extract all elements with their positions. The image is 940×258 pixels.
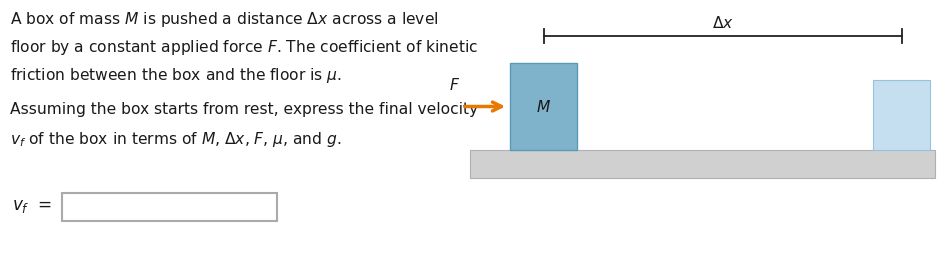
Bar (62, 193, 277, 221)
Text: $v_f$  =: $v_f$ = (12, 197, 52, 215)
Text: floor by a constant applied force $F$. The coefficient of kinetic: floor by a constant applied force $F$. T… (10, 38, 478, 57)
Text: $v_f$ of the box in terms of $M$, $\Delta x$, $F$, $\mu$, and $g$.: $v_f$ of the box in terms of $M$, $\Delt… (10, 130, 341, 149)
Text: Assuming the box starts from rest, express the final velocity: Assuming the box starts from rest, expre… (10, 102, 478, 117)
Text: friction between the box and the floor is $\mu$.: friction between the box and the floor i… (10, 66, 342, 85)
Text: $F$: $F$ (449, 77, 460, 93)
Bar (470, 150, 935, 178)
Bar (873, 80, 930, 150)
Text: $\Delta x$: $\Delta x$ (712, 15, 733, 31)
Text: A box of mass $M$ is pushed a distance $\Delta x$ across a level: A box of mass $M$ is pushed a distance $… (10, 10, 439, 29)
Text: $M$: $M$ (536, 99, 551, 115)
Bar (510, 63, 577, 150)
